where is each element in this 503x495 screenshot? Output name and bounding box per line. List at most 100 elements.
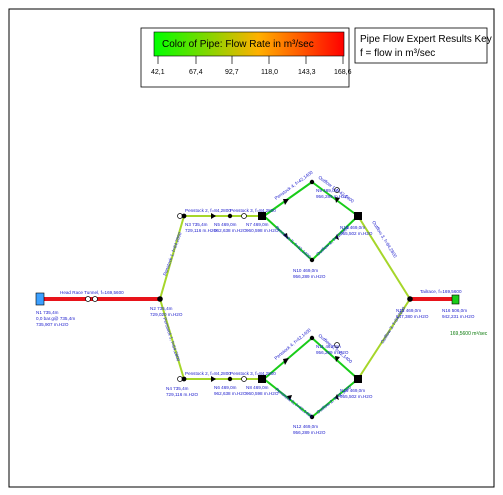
node-label-n2-head: 729,020 m.H2O — [150, 312, 183, 317]
pipe-label-penstock3-lower: Penstock 3, f=84,2800 — [230, 371, 276, 376]
legend-gradient-bar — [153, 31, 345, 57]
node-label-n1-head: 735,907 m.H2O — [36, 322, 69, 327]
node-label-n15-name: N15 469,0m — [396, 308, 421, 313]
flow-arrow-icon — [335, 197, 340, 203]
node-label-n13-name: N13 469,0m — [340, 225, 365, 230]
node-label-n9-name: N9 469,0m — [316, 188, 339, 193]
node-n3 — [181, 213, 187, 219]
pipe-penstock5-lower — [263, 378, 313, 418]
flow-arrow-icon — [211, 213, 216, 219]
node-n8 — [227, 376, 233, 382]
node-n11 — [309, 335, 315, 341]
legend-tick-5: 168,6 — [334, 69, 352, 76]
flow-arrow-icon — [283, 358, 289, 365]
flow-arrow-icon — [283, 199, 289, 205]
flow-legend: Color of Pipe: Flow Rate in m³/sec 42,1 … — [140, 27, 352, 88]
pipe-label-penstock2-lower: Penstock 2, f=84,2800 — [185, 371, 231, 376]
turbine-icon — [258, 375, 266, 383]
pipe-label-tailrace: Tailrace, f=169,5600 — [420, 289, 462, 294]
valve-icon — [241, 213, 247, 219]
pipe-label-penstock2-upper: Penstock 2, f=84,2800 — [185, 208, 231, 213]
results-key-box — [354, 27, 488, 64]
valve-icon — [334, 342, 340, 348]
outflow-rate-label: 169,5600 m³/sec — [450, 331, 488, 337]
pipe-outflow3-upper — [357, 215, 411, 300]
node-n4 — [181, 376, 187, 382]
pipe-penstock1-upper — [159, 215, 185, 300]
flow-arrow-icon — [335, 356, 340, 362]
turbine-icon — [354, 375, 362, 383]
node-label-n11-head: 956,289 m.H2O — [316, 350, 349, 355]
valve-icon — [92, 296, 98, 302]
node-label-n12-name: N12 469,0m — [293, 424, 318, 429]
pipe-label-penstock3-upper: Penstock 3, f=84,2800 — [230, 208, 276, 213]
node-n15 — [407, 296, 413, 302]
node-label-n14-name: N14 469,0m — [340, 388, 365, 393]
node-label-n1-pressure: 0,0 bar.g@ 735,4m — [36, 316, 75, 321]
fittings — [85, 187, 340, 382]
pipe-penstock1-lower — [159, 298, 185, 380]
node-label-n3-head: 729,116 m.H2O — [185, 228, 218, 233]
valve-icon — [85, 296, 91, 302]
node-label-n10-head: 956,289 m.H2O — [293, 274, 326, 279]
results-key: Pipe Flow Expert Results Key f = flow in… — [354, 27, 492, 64]
flow-arrow-icon — [335, 394, 339, 400]
node-label-n7-head: 960,598 m.H2O — [246, 228, 279, 233]
flow-arrow-icon — [287, 395, 292, 401]
pipe-outflow3-lower — [357, 298, 411, 380]
node-label-n5-name: N5 469,0m — [214, 222, 237, 227]
node-label-n9-head: 956,289 m.H2O — [316, 194, 349, 199]
nodes — [35, 179, 460, 420]
pipe-outflow1-upper — [311, 181, 359, 217]
node-label-n11-name: N11 469,0m — [316, 344, 341, 349]
node-label-n8-head: 960,598 m.H2O — [246, 391, 279, 396]
node-label-n13-head: 955,502 m.H2O — [340, 231, 373, 236]
flow-arrow-icon — [211, 376, 216, 382]
node-label-n1-name: N1 735,4m — [36, 310, 59, 315]
legend-tick-4: 143,3 — [298, 69, 316, 76]
node-labels: N1 735,4m 0,0 bar.g@ 735,4m 735,907 m.H2… — [36, 188, 488, 435]
node-label-n7-name: N7 469,0m — [246, 222, 269, 227]
node-label-n16-name: N16 506,0m — [442, 308, 467, 313]
turbines — [258, 212, 362, 383]
node-label-n3-name: N3 735,4m — [185, 222, 208, 227]
node-label-n2-name: N2 735,4m — [150, 306, 173, 311]
turbine-icon — [258, 212, 266, 220]
reservoir-icon — [35, 292, 45, 306]
legend-tick-1: 67,4 — [189, 69, 203, 76]
node-n12 — [309, 414, 315, 420]
pipe-label-headrace: Head Race Tunnel, f=169,5600 — [60, 290, 124, 295]
node-label-n10-name: N10 469,0m — [293, 268, 318, 273]
diagram-frame — [8, 8, 495, 488]
flow-arrows — [211, 197, 340, 401]
node-label-n12-head: 956,289 m.H2O — [293, 430, 326, 435]
valve-icon — [241, 376, 247, 382]
results-key-subtitle: f = flow in m³/sec — [360, 48, 435, 59]
node-label-n6-head: 962,638 m.H2O — [214, 391, 247, 396]
results-key-title: Pipe Flow Expert Results Key — [360, 34, 492, 45]
node-n2 — [157, 296, 163, 302]
node-label-n15-head: 947,380 m.H2O — [396, 314, 429, 319]
flow-arrow-icon — [335, 234, 339, 240]
node-label-n8-name: N8 469,0m — [246, 385, 269, 390]
reservoir-outlet-icon — [451, 294, 460, 305]
pipe-penstock5-upper — [263, 215, 313, 261]
node-label-n4-head: 729,116 m.H2O — [166, 392, 199, 397]
node-label-n14-head: 955,502 m.H2O — [340, 394, 373, 399]
legend-title: Color of Pipe: Flow Rate in m³/sec — [162, 39, 314, 50]
turbine-icon — [354, 212, 362, 220]
node-n10 — [309, 257, 315, 263]
legend-tick-3: 118,0 — [261, 69, 278, 76]
flow-arrow-icon — [283, 233, 288, 239]
legend-tick-2: 92,7 — [225, 69, 239, 76]
valve-icon — [334, 187, 340, 193]
node-label-n16-head: 942,231 m.H2O — [442, 314, 475, 319]
pipe-outflow1-lower — [311, 337, 359, 380]
node-label-n5-head: 962,638 m.H2O — [214, 228, 247, 233]
node-label-n6-name: N6 469,0m — [214, 385, 237, 390]
node-label-n4-name: N4 735,4m — [166, 386, 189, 391]
legend-tick-0: 42,1 — [151, 69, 165, 76]
node-n9 — [309, 179, 315, 185]
node-n7 — [227, 213, 233, 219]
